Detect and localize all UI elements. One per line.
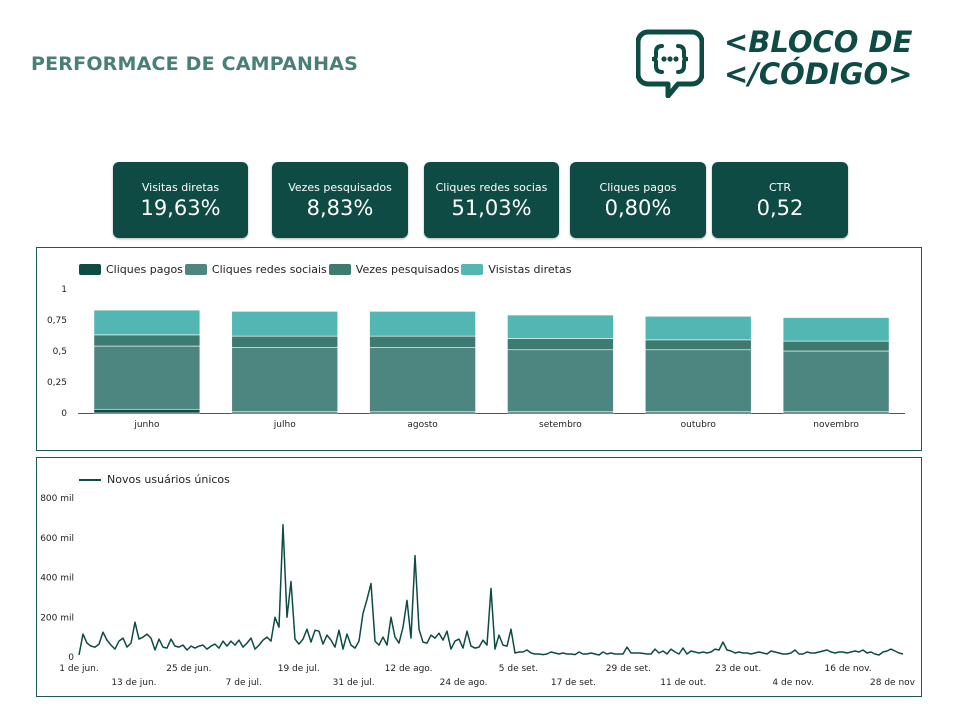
x-tick-label: setembro <box>539 420 582 430</box>
bar-segment <box>782 317 890 342</box>
bar-segment <box>644 349 752 413</box>
x-tick-label: 13 de jun. <box>111 678 156 688</box>
x-tick-label: agosto <box>407 420 438 430</box>
y-tick-label: 200 mil <box>40 613 74 623</box>
x-tick-label: 4 de nov. <box>772 678 813 688</box>
kpi-card-vezes-pesquisados: Vezes pesquisados 8,83% <box>272 162 408 238</box>
bar-chart-svg: 0 0,25 0,5 0,75 1 junho julho agosto setembro out… <box>47 285 905 430</box>
x-tick-label: 29 de set. <box>606 664 651 674</box>
y-tick-label: 0,75 <box>47 316 67 326</box>
legend-item-visistas-diretas[interactable]: Visistas diretas <box>461 263 571 276</box>
x-tick-label: outubro <box>681 420 717 430</box>
y-tick-label: 400 mil <box>40 574 74 584</box>
x-tick-label: 16 de nov. <box>825 664 872 674</box>
bar-segment <box>231 311 339 337</box>
x-tick-label: 17 de set. <box>551 678 596 688</box>
bar-segment <box>507 338 614 351</box>
bar-segment <box>93 309 201 336</box>
legend-swatch <box>328 264 351 275</box>
y-tick-label: 0,25 <box>47 378 67 388</box>
x-tick-label: 12 de ago. <box>385 664 433 674</box>
bar-segment <box>231 346 339 413</box>
bar-segment <box>93 408 201 414</box>
y-tick-label: 0 <box>61 409 67 419</box>
kpi-card-cliques-redes-socias: Cliques redes socias 51,03% <box>424 162 559 238</box>
bar-segment <box>507 349 614 413</box>
kpi-card-visitas-diretas: Visitas diretas 19,63% <box>113 162 248 238</box>
bar-segment <box>93 345 201 410</box>
x-tick-label: 28 de nov <box>870 678 916 688</box>
y-tick-label: 1 <box>61 285 67 295</box>
y-tick-label: 0 <box>68 653 74 663</box>
kpi-value: 51,03% <box>451 196 532 220</box>
series-line-novos-usuarios <box>78 524 904 656</box>
brand-logo: <BLOCO DE </CÓDIGO> <box>636 26 926 98</box>
bar-chart-legend: Cliques pagos Cliques redes sociais Veze… <box>79 263 571 276</box>
x-tick-label: 5 de set. <box>499 664 538 674</box>
kpi-value: 8,83% <box>306 196 374 220</box>
kpi-card-ctr: CTR 0,52 <box>712 162 848 238</box>
kpi-value: 0,52 <box>756 196 804 220</box>
line-chart-legend: Novos usuários únicos <box>79 473 230 486</box>
bar-segment <box>93 334 201 347</box>
kpi-label: Visitas diretas <box>141 181 220 194</box>
legend-item-novos-usuarios[interactable]: Novos usuários únicos <box>79 473 230 486</box>
kpi-label: Cliques redes socias <box>435 181 548 194</box>
stacked-bar-chart-panel: Cliques pagos Cliques redes sociais Veze… <box>36 247 922 451</box>
legend-item-cliques-redes-sociais[interactable]: Cliques redes sociais <box>184 263 329 276</box>
legend-label: Vezes pesquisados <box>355 263 460 276</box>
legend-line-swatch <box>79 478 101 481</box>
x-tick-label: 25 de jun. <box>166 664 211 674</box>
kpi-value: 0,80% <box>604 196 672 220</box>
bar-segment <box>782 350 890 413</box>
bar-segment <box>369 346 476 413</box>
x-tick-label: 23 de out. <box>715 664 761 674</box>
line-chart-svg: 0 200 mil 400 mil 600 mil 800 mil 1 de jun. 13… <box>40 494 916 688</box>
legend-label: Novos usuários únicos <box>107 473 230 486</box>
y-tick-label: 800 mil <box>40 494 74 504</box>
x-tick-label: 11 de out. <box>660 678 706 688</box>
kpi-value: 19,63% <box>140 196 221 220</box>
legend-swatch <box>184 264 207 275</box>
x-tick-label: 31 de jul. <box>333 678 375 688</box>
bar-segment <box>231 335 339 348</box>
bar-segment <box>369 335 476 348</box>
kpi-label: Cliques pagos <box>599 181 677 194</box>
legend-item-cliques-pagos[interactable]: Cliques pagos <box>79 263 185 276</box>
legend-item-vezes-pesquisados[interactable]: Vezes pesquisados <box>328 263 462 276</box>
x-tick-label: 19 de jul. <box>278 664 320 674</box>
bar-segment <box>782 340 890 352</box>
chat-code-icon <box>636 29 704 98</box>
x-tick-label: 7 de jul. <box>226 678 262 688</box>
x-tick-label: junho <box>133 420 160 430</box>
y-tick-label: 600 mil <box>40 534 74 544</box>
legend-label: Visistas diretas <box>488 263 572 276</box>
line-chart-panel: Novos usuários únicos 0 200 mil 400 mil 600… <box>36 457 922 697</box>
bar-segment <box>644 339 752 351</box>
kpi-label: CTR <box>768 181 792 194</box>
x-tick-label: novembro <box>813 420 859 430</box>
logo-line-2: </CÓDIGO> <box>724 57 913 91</box>
bar-segment <box>507 314 614 339</box>
legend-swatch <box>79 264 101 275</box>
logo-text: <BLOCO DE </CÓDIGO> <box>724 26 912 90</box>
kpi-card-cliques-pagos: Cliques pagos 0,80% <box>570 162 706 238</box>
kpi-label: Vezes pesquisados <box>288 181 392 194</box>
legend-swatch <box>461 264 484 275</box>
legend-label: Cliques redes sociais <box>211 263 327 276</box>
x-tick-label: 1 de jun. <box>59 664 98 674</box>
bar-segment <box>369 311 476 337</box>
bar-segment <box>644 315 752 341</box>
y-tick-label: 0,5 <box>53 347 67 357</box>
legend-label: Cliques pagos <box>106 263 183 276</box>
logo-line-1: <BLOCO DE <box>724 25 913 59</box>
x-tick-label: julho <box>273 420 296 430</box>
page-title: PERFORMACE DE CAMPANHAS <box>31 53 359 75</box>
x-tick-label: 24 de ago. <box>440 678 488 688</box>
